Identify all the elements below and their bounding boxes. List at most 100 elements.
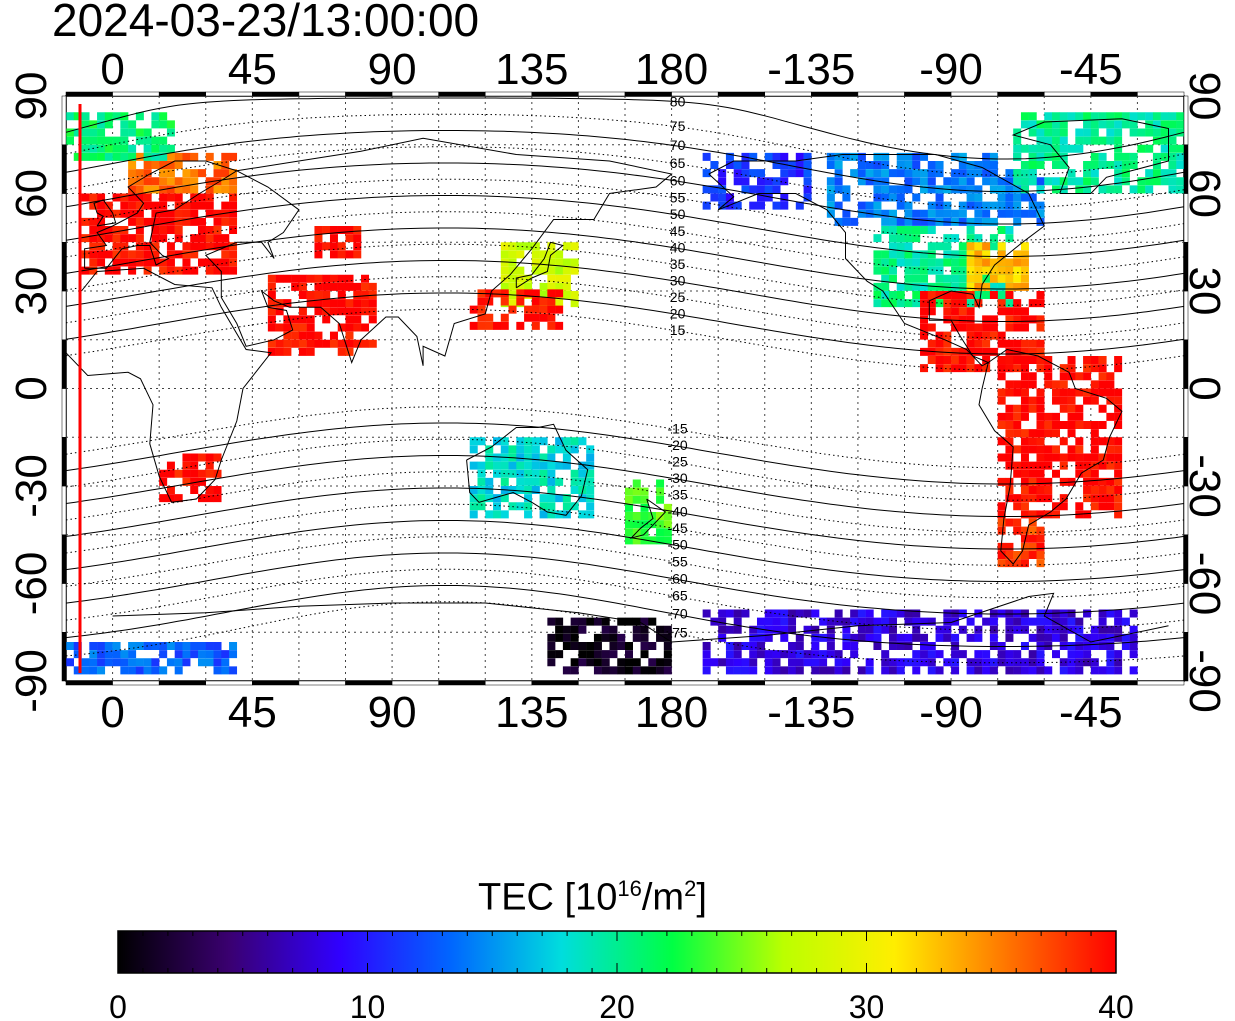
tec-cell <box>104 144 113 153</box>
tec-cell <box>500 258 509 267</box>
tec-cell <box>896 609 905 618</box>
tec-cell <box>625 512 633 520</box>
tec-cell <box>368 282 377 291</box>
tec-cell <box>920 331 929 340</box>
tec-cell <box>570 486 579 494</box>
tec-cell <box>1028 169 1037 178</box>
tec-cell <box>353 307 362 316</box>
tec-cell <box>112 112 121 121</box>
tec-cell <box>135 242 144 251</box>
tec-cell <box>1114 461 1123 470</box>
tec-cell <box>555 258 564 267</box>
tec-cell <box>1005 421 1014 429</box>
coastline-6 <box>1011 118 1169 194</box>
tec-cell <box>656 495 665 504</box>
tec-cell <box>788 161 797 169</box>
tec-cell <box>640 642 649 650</box>
tec-cell <box>920 250 929 259</box>
tec-cell <box>159 650 168 659</box>
tec-cell <box>920 299 929 308</box>
tec-cell <box>166 486 175 494</box>
tec-cell <box>1129 161 1138 169</box>
tec-cell <box>927 282 936 291</box>
tec-cell <box>625 536 633 545</box>
tec-cell <box>1044 633 1053 642</box>
tec-cell <box>508 242 517 251</box>
tec-cell <box>1028 347 1037 356</box>
tec-cell <box>1052 502 1061 511</box>
tec-cell <box>1090 120 1099 129</box>
tec-cell <box>834 169 843 178</box>
tec-cell <box>974 209 983 218</box>
tec-cell <box>345 226 354 234</box>
tec-cell <box>997 266 1006 275</box>
tec-cell <box>1067 412 1076 421</box>
tec-cell <box>1114 650 1123 659</box>
tec-cell <box>1013 502 1022 511</box>
tec-cell <box>826 177 835 186</box>
bottom-tick-bar <box>345 680 393 686</box>
tec-cell <box>904 609 913 618</box>
tec-cell <box>197 169 206 178</box>
tec-cell <box>182 650 191 659</box>
bottom-tick-bar <box>764 680 812 686</box>
tec-cell <box>143 658 152 667</box>
tec-cell <box>1129 112 1138 121</box>
tec-cell <box>888 258 897 267</box>
tec-cell <box>632 666 641 675</box>
tec-cell <box>912 250 921 259</box>
tec-cell <box>749 658 758 667</box>
left-lat-label: 90 <box>7 72 56 121</box>
tec-cell <box>989 617 998 626</box>
tec-cell <box>1075 372 1084 381</box>
tec-cell <box>1036 217 1045 226</box>
tec-cell <box>135 185 144 194</box>
tec-cell <box>516 477 525 486</box>
tec-cell <box>547 266 556 275</box>
tec-cell <box>493 453 502 462</box>
tec-cell <box>826 152 835 161</box>
contour-maglat <box>65 422 1185 485</box>
tec-cell <box>1052 633 1061 642</box>
tec-cell <box>1090 136 1099 145</box>
tec-cell <box>1028 201 1037 210</box>
tec-cell <box>896 201 905 210</box>
tec-cell <box>135 112 144 121</box>
tec-cell <box>1036 445 1045 454</box>
tec-cell <box>935 299 944 308</box>
tec-cell <box>989 315 998 324</box>
tec-cell <box>803 161 812 169</box>
tec-cell <box>935 209 944 218</box>
tec-cell <box>733 642 742 650</box>
tec-cell <box>570 642 579 650</box>
tec-cell <box>1059 128 1068 137</box>
tec-cell <box>1005 658 1014 667</box>
tec-cell <box>159 477 168 486</box>
tec-cell <box>741 609 750 618</box>
tec-cell <box>135 250 144 259</box>
tec-cell <box>1044 429 1053 438</box>
tec-cell <box>1028 209 1037 218</box>
tec-cell <box>927 307 936 316</box>
contour-maglat <box>65 276 1185 339</box>
tec-cell <box>516 437 525 446</box>
bottom-tick-bar <box>1090 680 1138 686</box>
tec-cell <box>337 291 346 299</box>
tec-cell <box>570 477 579 486</box>
tec-cell <box>1129 185 1138 194</box>
tec-cell <box>1121 617 1130 626</box>
tec-cell <box>508 250 517 259</box>
tec-cell <box>570 299 579 308</box>
tec-cell <box>337 323 346 332</box>
tec-cell <box>982 209 991 218</box>
tec-cell <box>275 274 284 283</box>
tec-cell <box>229 193 238 202</box>
tec-cell <box>904 169 913 178</box>
tec-cell <box>857 625 866 634</box>
tec-cell <box>1028 396 1037 405</box>
tec-cell <box>1036 421 1045 429</box>
tec-cell <box>291 282 300 291</box>
tec-cell <box>788 625 797 634</box>
tec-cell <box>1036 510 1045 519</box>
tec-cell <box>112 642 121 650</box>
